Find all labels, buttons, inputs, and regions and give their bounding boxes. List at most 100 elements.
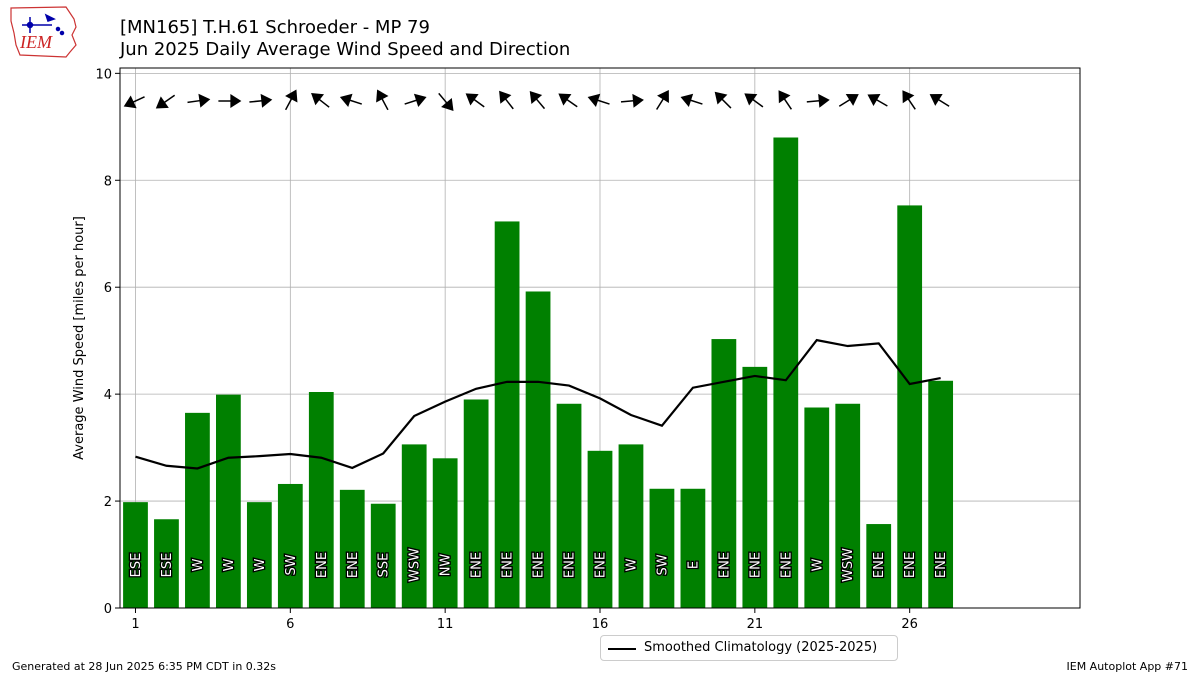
wind-arrow-shaft [317,97,330,108]
wind-arrow-head [744,93,758,106]
x-tick-label: 6 [286,617,294,632]
speed-bar [897,205,923,608]
wind-arrow-head [465,93,479,106]
iowa-outline-icon [10,6,77,58]
wind-arrow-head [230,94,242,108]
wind-arrow-head [529,91,543,104]
wind-arrow-shaft [806,99,821,103]
wind-arrow-shaft [906,97,916,110]
wind-arrow-shaft [284,97,293,111]
speed-bar [680,488,706,608]
wind-arrow-icon [867,93,888,107]
wind-arrow-icon [838,94,859,107]
wind-arrow-shaft [595,99,610,105]
wind-arrow-icon [744,93,764,108]
direction-label: ENE [532,552,547,578]
speed-bar [216,394,241,608]
x-tick-label: 21 [747,617,764,632]
wind-arrow-icon [218,94,242,108]
wind-arrow-shaft [874,98,888,107]
direction-label: SW [284,554,299,575]
speed-bar [742,366,768,608]
wind-arrow-head [413,93,427,108]
wind-arrow-head [558,93,572,106]
y-tick-label: 0 [104,602,112,617]
wind-arrow-head [778,90,791,104]
speed-bar [804,407,830,608]
speed-bar [649,488,675,608]
chart-subtitle: Jun 2025 Daily Average Wind Speed and Di… [120,39,571,60]
wind-arrow-head [285,89,298,103]
wind-arrow-icon [529,91,546,110]
wind-arrow-head [441,98,454,111]
wind-arrow-head [311,92,325,106]
wind-arrow-shaft [472,98,485,108]
wind-arrow-shaft [348,99,363,105]
wind-arrow-head [929,94,943,106]
speed-bar [123,502,148,608]
wind-arrow-shaft [187,99,202,104]
wind-arrow-head [680,93,694,108]
x-tick-label: 1 [131,617,139,632]
direction-label: W [222,558,237,571]
speed-bar [185,412,210,608]
y-tick-label: 8 [104,174,112,189]
wind-arrow-shaft [504,97,514,110]
speed-bar [866,524,892,608]
direction-label: W [810,558,825,571]
wind-arrow-icon [587,93,610,108]
wind-arrow-shaft [380,97,389,111]
direction-label: SSE [377,553,392,578]
wind-arrow-head [587,93,601,108]
wind-arrow-icon [123,95,145,109]
footer-app-text: IEM Autoplot App #71 [1066,660,1189,673]
speed-bar [246,502,272,608]
y-tick-label: 10 [95,67,112,82]
wind-arrow-head [902,90,915,104]
wind-arrow-icon [656,89,669,110]
direction-label: WSW [408,548,423,582]
wind-arrow-icon [187,93,211,108]
wind-arrow-icon [902,90,916,110]
direction-label: NW [439,554,454,577]
speed-bar [556,403,582,608]
wind-arrow-shaft [131,96,145,104]
direction-label: ESE [129,553,144,578]
wind-arrow-shaft [534,97,546,110]
wind-arrow-head [818,93,830,108]
wind-arrow-icon [339,93,363,108]
speed-bar [339,489,365,608]
logo-text: IEM [19,32,53,52]
speed-bar [773,137,799,608]
wind-arrow-shaft [565,98,578,108]
direction-label: ENE [501,552,516,578]
direction-label: WSW [841,548,856,582]
climatology-line [135,338,941,470]
speed-bar [928,380,954,608]
wind-arrow-shaft [688,99,703,105]
wind-arrow-shaft [656,97,665,110]
wind-arrow-head [714,91,728,105]
wind-arrow-icon [680,93,703,108]
x-tick-label: 26 [901,617,918,632]
wind-arrow-icon [249,93,273,108]
legend: Smoothed Climatology (2025-2025) [600,635,898,661]
y-tick-label: 6 [104,281,112,296]
speed-bar [835,403,861,608]
wind-arrow-head [339,93,353,108]
legend-line-swatch [608,648,636,650]
weather-station-icon [22,13,65,36]
y-tick-label: 4 [104,388,112,403]
footer-generated-text: Generated at 28 Jun 2025 6:35 PM CDT in … [12,660,277,673]
speed-bar [463,399,489,608]
wind-arrow-shaft [782,97,793,110]
wind-arrow-icon [465,93,485,108]
wind-arrow-icon [778,90,793,110]
wind-arrow-icon [620,93,644,108]
direction-label: ENE [779,552,794,578]
direction-label: ENE [717,552,732,578]
wind-arrow-shaft [620,99,636,103]
wind-arrow-icon [806,93,830,108]
wind-arrow-shaft [162,94,176,104]
wind-arrow-head [867,93,881,107]
